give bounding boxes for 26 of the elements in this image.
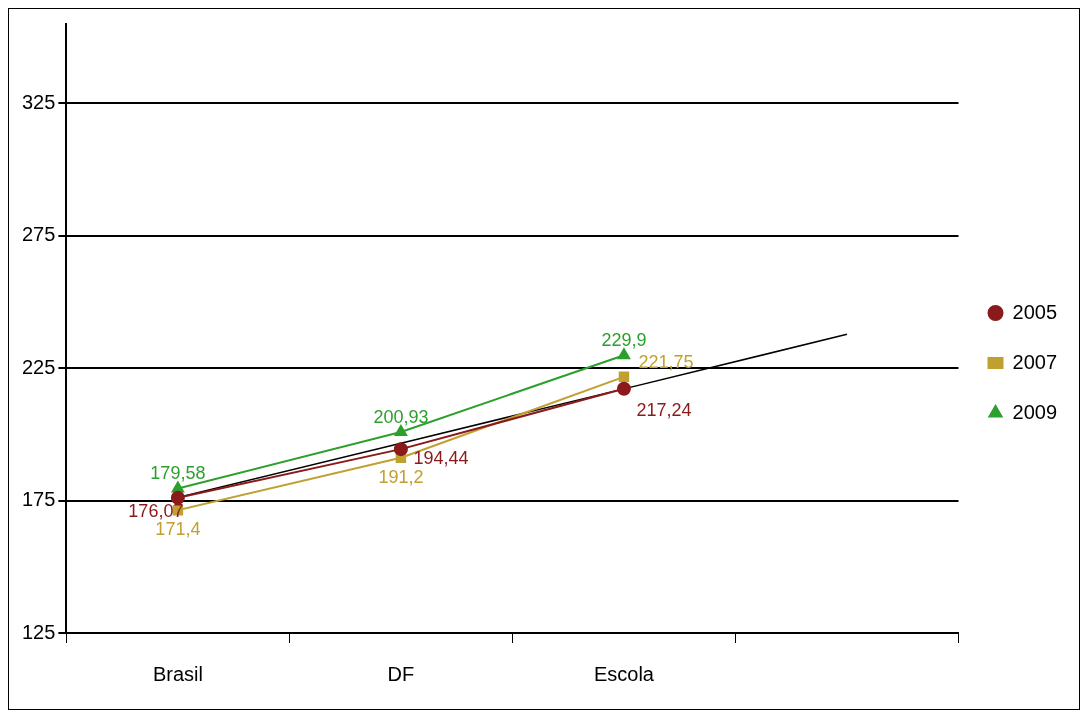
y-tick-label: 325 xyxy=(21,90,56,113)
point xyxy=(170,490,185,505)
x-tick-label: DF xyxy=(387,662,415,685)
y-tick-label: 175 xyxy=(21,488,56,511)
y-tick-label: 125 xyxy=(21,620,56,643)
point xyxy=(393,442,408,457)
point xyxy=(616,381,631,396)
data-label: 217,24 xyxy=(636,399,692,420)
x-tick-label: Escola xyxy=(593,662,655,685)
data-label: 221,75 xyxy=(638,351,694,372)
data-label: 191,2 xyxy=(378,466,424,487)
y-tick-label: 225 xyxy=(21,355,56,378)
y-tick-label: 275 xyxy=(21,223,56,246)
data-label: 179,58 xyxy=(150,463,206,484)
data-label: 229,9 xyxy=(601,330,647,351)
data-label: 176,07 xyxy=(128,500,184,521)
point xyxy=(617,348,631,360)
point xyxy=(618,371,630,383)
data-label: 194,44 xyxy=(413,448,469,469)
legend-label: 2009 xyxy=(1012,400,1058,423)
x-tick-label: Brasil xyxy=(152,662,203,685)
data-label: 171,4 xyxy=(155,519,201,540)
legend-label: 2007 xyxy=(1012,350,1058,373)
legend-label: 2005 xyxy=(1012,300,1058,323)
point xyxy=(171,481,185,493)
data-label: 200,93 xyxy=(373,406,429,427)
